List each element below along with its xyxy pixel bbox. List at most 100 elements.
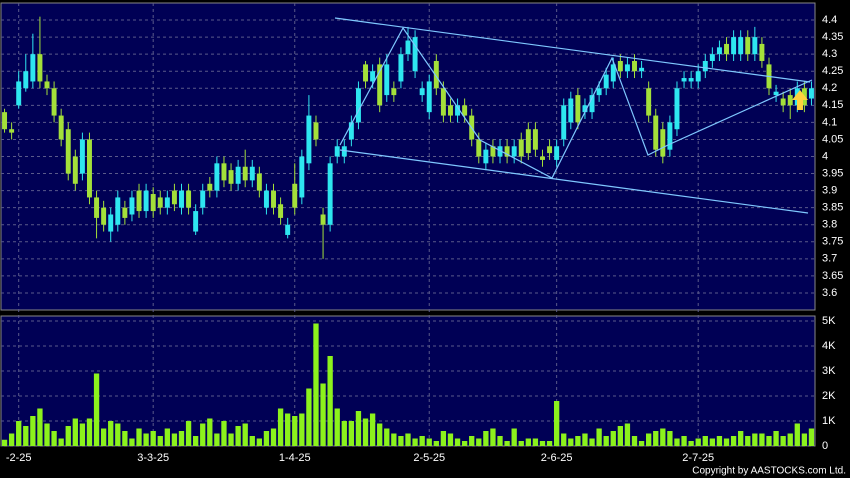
candle-body <box>115 197 121 225</box>
candle-body <box>490 146 496 157</box>
volume-bar <box>660 428 666 446</box>
volume-bar <box>79 423 86 446</box>
candle-body <box>702 60 708 72</box>
candle-body <box>582 105 588 113</box>
volume-bar <box>355 411 362 446</box>
y-tick-label: 3.8 <box>822 219 837 231</box>
volume-bar <box>185 421 192 446</box>
y-tick-label: 1K <box>822 415 836 427</box>
volume-bar <box>292 416 298 446</box>
candle-body <box>497 146 503 157</box>
candle-body <box>101 207 107 225</box>
volume-bar <box>497 436 503 446</box>
candle-body <box>214 163 220 191</box>
volume-bar <box>313 323 319 446</box>
volume-bar <box>37 408 43 446</box>
volume-bar <box>58 438 64 446</box>
trend-line <box>334 17 811 83</box>
volume-bar <box>192 436 199 446</box>
volume-panel <box>0 315 816 447</box>
candle-body <box>433 60 439 89</box>
candle-body <box>440 88 446 116</box>
volume-bar <box>178 431 185 446</box>
volume-bar <box>320 383 326 446</box>
candle-body <box>419 88 425 96</box>
volume-bar <box>207 418 213 446</box>
candle-body <box>292 183 298 208</box>
candle-body <box>150 194 156 212</box>
volume-bar <box>362 418 369 446</box>
candle-body <box>94 197 100 218</box>
candle-body <box>186 190 192 208</box>
volume-bar <box>561 433 567 446</box>
candle-body <box>327 163 333 225</box>
candle-body <box>554 146 560 160</box>
y-tick-label: 5K <box>822 315 836 327</box>
candle-body <box>363 64 369 82</box>
volume-bar <box>653 431 659 446</box>
volume-bar <box>730 436 737 446</box>
volume-bar <box>511 428 517 446</box>
candle-body <box>639 67 645 72</box>
candle-body <box>263 190 269 208</box>
candle-body <box>313 122 319 140</box>
candle-body <box>738 37 744 55</box>
volume-bar <box>51 431 57 446</box>
y-tick-label: 4.25 <box>822 65 843 77</box>
candle-body <box>87 139 92 198</box>
candle-body <box>320 214 326 225</box>
candle-body <box>65 129 71 174</box>
volume-bar <box>299 413 305 446</box>
y-tick-label: 4K <box>822 340 836 352</box>
candle-body <box>179 190 184 208</box>
candle-body <box>348 122 354 140</box>
volume-bar <box>532 438 539 446</box>
candle-body <box>384 64 390 96</box>
x-tick-label: -2-25 <box>6 452 32 464</box>
volume-bar <box>221 421 227 446</box>
volume-bar <box>157 436 163 446</box>
y-tick-label: 3K <box>822 365 836 377</box>
volume-bar <box>773 431 779 446</box>
y-tick-label: 3.65 <box>822 270 843 282</box>
volume-bar <box>72 418 78 446</box>
volume-bar <box>242 423 248 446</box>
y-tick-label: 3.75 <box>822 236 843 248</box>
volume-bar <box>306 388 312 446</box>
candle-body <box>568 98 574 123</box>
candle-body <box>632 60 637 72</box>
candle-body <box>122 207 128 218</box>
y-tick-label: 2K <box>822 390 836 402</box>
volume-bar <box>681 436 687 446</box>
candle-body <box>745 37 751 55</box>
candle-body <box>2 112 8 130</box>
candle-body <box>143 190 149 212</box>
candle-body <box>653 115 659 150</box>
volume-bar <box>709 438 716 446</box>
candle-body <box>405 40 411 55</box>
volume-bar <box>738 431 744 446</box>
zigzag-line <box>339 26 813 179</box>
candle-body <box>412 37 418 72</box>
candle-body <box>44 81 50 89</box>
volume-bar <box>44 423 50 446</box>
candle-body <box>391 88 397 96</box>
volume-bar <box>93 373 100 446</box>
volume-bar <box>631 436 638 446</box>
volume-bar <box>454 438 461 446</box>
candle-body <box>674 88 680 130</box>
x-tick-label: 2-7-25 <box>682 452 714 464</box>
volume-bar <box>610 431 616 446</box>
candle-body <box>455 105 461 116</box>
volume-bar <box>426 438 432 446</box>
candle-body <box>242 166 248 181</box>
candle-body <box>249 166 255 181</box>
candle-body <box>688 78 694 82</box>
candle-body <box>271 190 276 208</box>
volume-bar <box>108 421 114 446</box>
volume-bar <box>596 428 602 446</box>
candle-body <box>256 173 262 191</box>
volume-bar <box>30 416 36 446</box>
candle-body <box>398 54 404 82</box>
